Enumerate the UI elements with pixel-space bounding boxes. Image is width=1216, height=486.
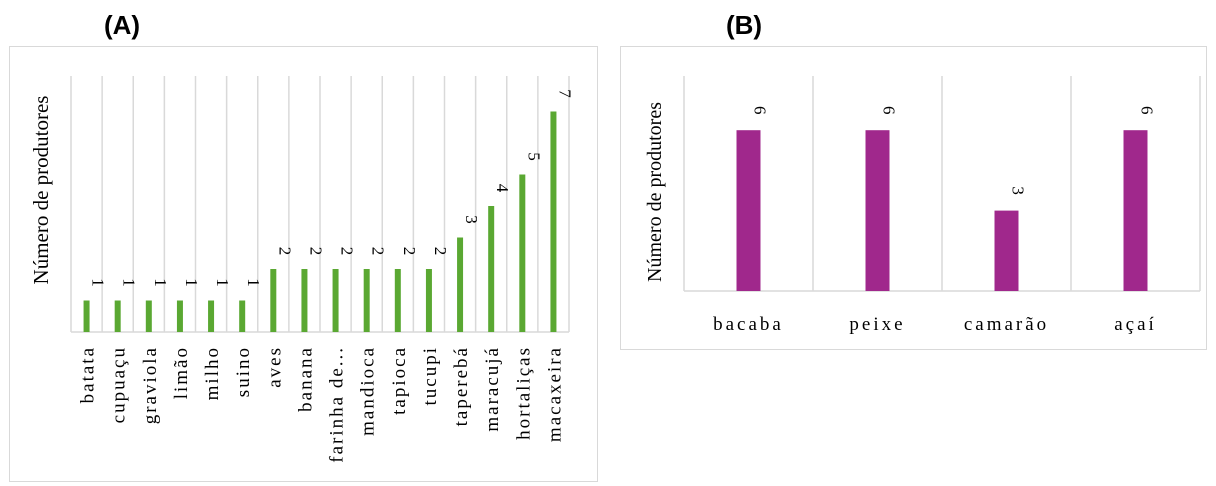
chart-a-tick-label: graviola [140, 346, 161, 424]
chart-a-tick-label: farinha de... [327, 346, 348, 463]
chart-a-tick-label: maracujá [482, 346, 503, 432]
chart-a-tick-label: macaxeira [544, 346, 565, 442]
chart-a-bar [550, 111, 557, 332]
chart-a-data-label: 4 [493, 184, 512, 193]
chart-a-tick-label: tucupi [420, 346, 441, 406]
chart-a-bar [332, 269, 339, 332]
chart-b-bar [1123, 130, 1148, 291]
chart-a-bar [176, 300, 183, 332]
chart-a-tick-label: milho [202, 346, 223, 400]
chart-a-tick-label: mandioca [358, 346, 379, 436]
chart-a-frame [9, 46, 598, 482]
chart-a-bar [239, 300, 246, 332]
chart-a-bar [425, 269, 432, 332]
chart-a-data-label: 2 [431, 247, 450, 256]
chart-a-data-label: 1 [120, 278, 139, 287]
chart-a-bar [114, 300, 121, 332]
chart-a-tick-label: cupuaçu [109, 346, 130, 423]
chart-a-ylabel: Número de produtores [29, 96, 53, 285]
chart-b-ylabel: Número de produtores [644, 102, 666, 282]
chart-a-tick-label: banana [295, 346, 316, 412]
chart-b-data-label: 6 [751, 106, 770, 115]
panel-label-b: (B) [726, 10, 763, 40]
chart-a-data-label: 3 [462, 215, 481, 224]
chart-a-tick-label: suino [233, 346, 254, 397]
chart-a-data-label: 2 [338, 247, 357, 256]
chart-a-bar [208, 300, 215, 332]
chart-a-tick-label: taperebá [451, 346, 472, 426]
chart-b-bar [994, 210, 1019, 291]
chart-a-bar [270, 269, 277, 332]
chart-a-data-label: 1 [213, 278, 232, 287]
chart-a-tick-label: limão [171, 346, 192, 399]
chart-a-data-label: 1 [151, 278, 170, 287]
chart-b-frame [620, 46, 1207, 350]
chart-a-tick-label: batata [78, 346, 99, 403]
chart-a-data-label: 5 [524, 152, 543, 161]
chart-b-bar [736, 130, 761, 291]
chart-a-data-label: 2 [369, 247, 388, 256]
chart-a-data-label: 1 [182, 278, 201, 287]
chart-b-bar [865, 130, 890, 291]
chart-a-bar [145, 300, 152, 332]
chart-b-data-label: 3 [1009, 186, 1028, 195]
chart-b-tick-label: peixe [849, 314, 905, 335]
chart-a-bar [83, 300, 90, 332]
chart-b-tick-label: bacaba [713, 314, 784, 335]
chart-b-data-label: 6 [1138, 106, 1157, 115]
chart-a-bar [394, 269, 401, 332]
chart-a-bar [519, 174, 526, 332]
chart-a-tick-label: hortaliças [513, 346, 534, 440]
chart-a-data-label: 1 [244, 278, 263, 287]
panel-label-a: (A) [104, 10, 141, 40]
chart-b-data-label: 6 [880, 106, 899, 115]
chart-a-data-label: 2 [400, 247, 419, 256]
chart-a-data-label: 2 [275, 247, 294, 256]
chart-a-data-label: 7 [555, 89, 574, 98]
chart-a-bar [301, 269, 308, 332]
chart-b-tick-label: açaí [1114, 314, 1157, 335]
chart-a-data-label: 2 [306, 247, 325, 256]
chart-a-tick-label: tapioca [389, 346, 410, 415]
chart-a-tick-label: aves [264, 346, 285, 388]
chart-a-bar [457, 237, 464, 332]
chart-a-bar [488, 206, 495, 332]
chart-a-bar [363, 269, 370, 332]
chart-b-tick-label: camarão [964, 314, 1049, 335]
chart-a-data-label: 1 [89, 278, 108, 287]
